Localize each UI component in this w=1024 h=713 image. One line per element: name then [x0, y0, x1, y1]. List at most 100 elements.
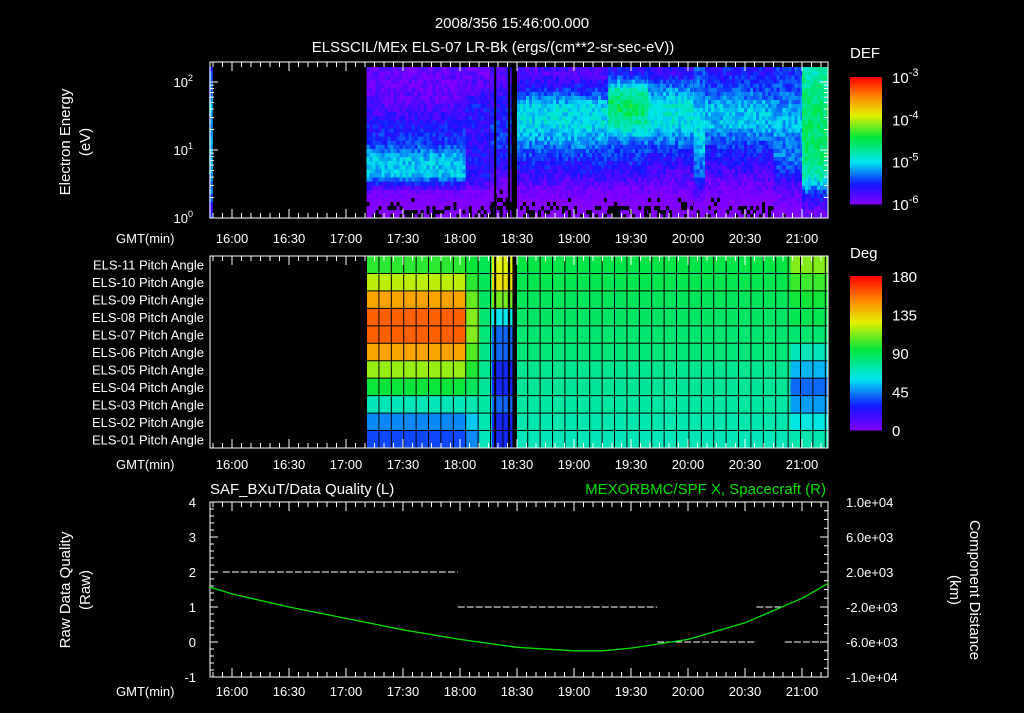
spectrogram-cell [580, 189, 583, 193]
spectrogram-cell [750, 104, 753, 108]
spectrogram-cell [424, 104, 427, 108]
spectrogram-cell [617, 202, 620, 206]
spectrogram-cell [648, 96, 651, 100]
spectrogram-cell [672, 136, 675, 140]
spectrogram-cell [457, 140, 460, 144]
spectrogram-cell [735, 96, 738, 100]
spectrogram-cell [491, 181, 494, 185]
spectrogram-cell [421, 185, 424, 189]
spectrogram-cell [412, 202, 415, 206]
spectrogram-cell [491, 165, 494, 169]
spectrogram-cell [684, 157, 687, 161]
spectrogram-cell [385, 67, 388, 71]
spectrogram-cell [421, 194, 424, 198]
spectrogram-cell [753, 173, 756, 177]
spectrogram-cell [520, 153, 523, 157]
spectrogram-cell [651, 132, 654, 136]
spectrogram-cell [376, 124, 379, 128]
spectrogram-cell [675, 173, 678, 177]
spectrogram-cell [532, 87, 535, 91]
spectrogram-cell [577, 136, 580, 140]
spectrogram-cell [409, 120, 412, 124]
spectrogram-cell [457, 198, 460, 202]
spectrogram-cell [714, 185, 717, 189]
spectrogram-cell [421, 71, 424, 75]
spectrogram-cell [657, 181, 660, 185]
spectrogram-cell [651, 87, 654, 91]
spectrogram-cell [681, 100, 684, 104]
spectrogram-cell [623, 210, 626, 214]
spectrogram-cell [565, 96, 568, 100]
spectrogram-cell [400, 104, 403, 108]
spectrogram-cell [726, 194, 729, 198]
spectrogram-cell [421, 67, 424, 71]
spectrogram-cell [697, 157, 700, 161]
spectrogram-cell [678, 194, 681, 198]
spectrogram-cell [424, 202, 427, 206]
spectrogram-cell [638, 92, 641, 96]
spectrogram-cell [629, 83, 632, 87]
spectrogram-cell [595, 92, 598, 96]
spectrogram-cell [666, 120, 669, 124]
spectrogram-cell [672, 112, 675, 116]
spectrogram-cell [660, 92, 663, 96]
spectrogram-cell [583, 145, 586, 149]
spectrogram-cell [526, 108, 529, 112]
spectrogram-cell [577, 92, 580, 96]
spectrogram-cell [421, 104, 424, 108]
spectrogram-cell [720, 198, 723, 202]
spectrogram-cell [744, 194, 747, 198]
spectrogram-cell [529, 87, 532, 91]
spectrogram-cell [553, 145, 556, 149]
spectrogram-cell [379, 165, 382, 169]
spectrogram-cell [626, 153, 629, 157]
spectrogram-cell [711, 87, 714, 91]
spectrogram-cell [608, 177, 611, 181]
spectrogram-cell [379, 120, 382, 124]
spectrogram-cell [379, 124, 382, 128]
spectrogram-cell [544, 185, 547, 189]
spectrogram-cell [520, 92, 523, 96]
spectrogram-cell [385, 112, 388, 116]
spectrogram-cell [454, 202, 457, 206]
spectrogram-cell [556, 124, 559, 128]
spectrogram-cell [541, 96, 544, 100]
spectrogram-cell [669, 149, 672, 153]
spectrogram-cell [623, 145, 626, 149]
spectrogram-cell [687, 83, 690, 87]
spectrogram-cell [684, 120, 687, 124]
spectrogram-cell [694, 149, 697, 153]
spectrogram-cell [379, 177, 382, 181]
spectrogram-cell [738, 108, 741, 112]
spectrogram-cell [681, 108, 684, 112]
spectrogram-cell [412, 112, 415, 116]
spectrogram-cell [687, 75, 690, 79]
spectrogram-cell [460, 198, 463, 202]
spectrogram-cell [421, 173, 424, 177]
spectrogram-cell [481, 161, 484, 165]
spectrogram-cell [451, 136, 454, 140]
spectrogram-cell [729, 75, 732, 79]
spectrogram-cell [580, 96, 583, 100]
spectrogram-cell [367, 185, 370, 189]
spectrogram-cell [532, 145, 535, 149]
spectrogram-cell [694, 140, 697, 144]
spectrogram-cell [541, 153, 544, 157]
spectrogram-cell [663, 79, 666, 83]
spectrogram-cell [385, 206, 388, 210]
spectrogram-cell [741, 79, 744, 83]
spectrogram-cell [601, 157, 604, 161]
spectrogram-cell [611, 181, 614, 185]
spectrogram-cell [732, 132, 735, 136]
spectrogram-cell [520, 165, 523, 169]
spectrogram-cell [412, 120, 415, 124]
spectrogram-cell [491, 128, 494, 132]
spectrogram-cell [415, 157, 418, 161]
spectrogram-cell [697, 198, 700, 202]
spectrogram-cell [448, 177, 451, 181]
spectrogram-cell [376, 181, 379, 185]
spectrogram-cell [666, 140, 669, 144]
spectrogram-cell [454, 145, 457, 149]
spectrogram-cell [433, 112, 436, 116]
spectrogram-cell [373, 96, 376, 100]
